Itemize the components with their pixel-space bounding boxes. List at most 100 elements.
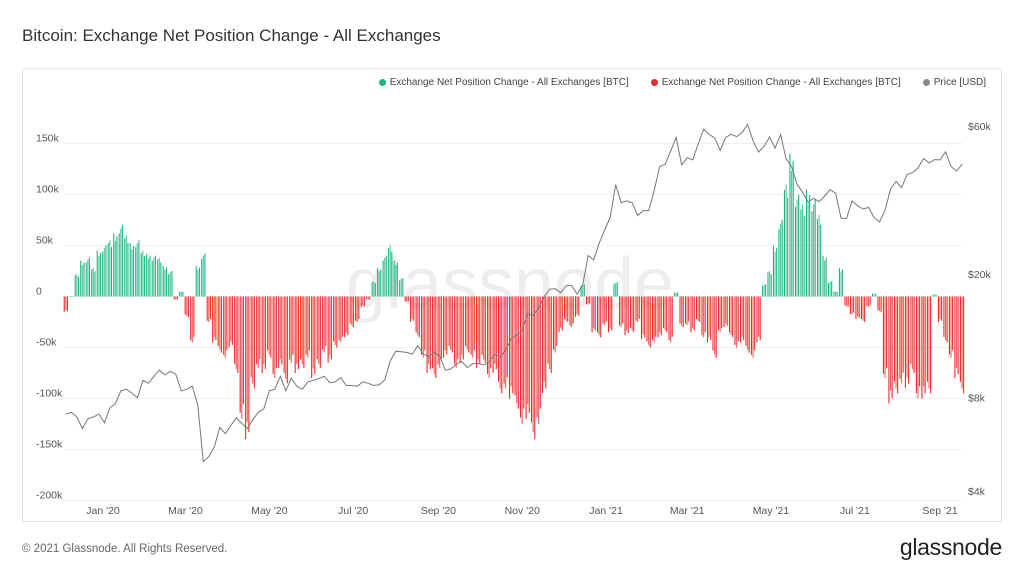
bar-negative xyxy=(413,296,415,321)
bar-negative xyxy=(301,296,303,365)
bar-positive xyxy=(932,294,934,297)
bar-positive xyxy=(197,269,199,297)
bar-positive xyxy=(792,160,794,297)
bar-positive xyxy=(165,267,167,297)
bar-positive xyxy=(107,243,109,297)
bar-negative xyxy=(173,296,175,300)
bar-negative xyxy=(714,296,716,355)
bar-positive xyxy=(88,257,90,297)
bar-positive xyxy=(675,292,677,297)
bar-negative xyxy=(362,296,364,306)
bar-negative xyxy=(439,296,441,368)
bar-positive xyxy=(378,271,380,297)
bar-negative xyxy=(329,296,331,355)
bar-negative xyxy=(631,296,633,331)
bar-negative xyxy=(66,296,68,312)
copyright: © 2021 Glassnode. All Rights Reserved. xyxy=(22,543,228,555)
bar-negative xyxy=(878,296,881,312)
bar-negative xyxy=(479,296,481,365)
green-dot-icon xyxy=(378,79,386,86)
bar-positive xyxy=(802,204,804,297)
bar-negative xyxy=(446,296,448,355)
bar-negative xyxy=(223,296,225,355)
bar-negative xyxy=(602,296,604,324)
bar-positive xyxy=(677,292,679,297)
bar-negative xyxy=(717,296,720,331)
bar-negative xyxy=(922,296,925,387)
bar-negative xyxy=(640,296,643,340)
bar-negative xyxy=(847,296,849,307)
bar-positive xyxy=(582,284,584,297)
bar-negative xyxy=(622,296,624,324)
x-tick-label: Sep '21 xyxy=(922,505,957,517)
bar-negative xyxy=(455,296,457,368)
bar-negative xyxy=(532,296,534,433)
bar-positive xyxy=(129,243,131,297)
bar-negative xyxy=(525,296,527,419)
bar-negative xyxy=(637,296,639,322)
y-left-tick-label: -50k xyxy=(36,337,57,349)
bar-negative xyxy=(653,296,655,343)
legend-item-inflow[interactable]: Exchange Net Position Change - All Excha… xyxy=(378,77,629,88)
legend-item-price[interactable]: Price [USD] xyxy=(922,77,986,88)
bar-negative xyxy=(620,296,622,328)
bar-positive xyxy=(124,238,126,297)
glassnode-logo: glassnode xyxy=(899,534,1002,560)
bar-positive xyxy=(794,206,797,297)
legend-item-outflow[interactable]: Exchange Net Position Change - All Excha… xyxy=(650,77,901,88)
bar-negative xyxy=(498,296,500,382)
bar-negative xyxy=(659,296,661,333)
bar-negative xyxy=(908,296,910,384)
bar-negative xyxy=(626,296,628,331)
bar-negative xyxy=(476,296,478,368)
bar-negative xyxy=(594,296,596,331)
bar-negative xyxy=(274,296,276,379)
bar-negative xyxy=(600,296,602,338)
bar-negative xyxy=(505,296,507,389)
bar-negative xyxy=(855,296,857,319)
bar-negative xyxy=(217,296,219,346)
bar-negative xyxy=(285,296,287,379)
bar-positive xyxy=(800,209,802,297)
bar-negative xyxy=(545,296,547,389)
bar-negative xyxy=(893,296,895,382)
bar-negative xyxy=(360,296,362,307)
bar-negative xyxy=(701,296,703,336)
bar-negative xyxy=(186,296,188,316)
bar-negative xyxy=(237,296,239,373)
bar-negative xyxy=(575,296,577,317)
bar-negative xyxy=(747,296,749,350)
bar-positive xyxy=(76,274,78,297)
bar-negative xyxy=(241,296,243,419)
bar-negative xyxy=(651,296,654,341)
bar-negative xyxy=(356,296,358,322)
bar-negative xyxy=(263,296,265,364)
bar-positive xyxy=(767,272,769,297)
bar-negative xyxy=(587,296,589,305)
bar-negative xyxy=(952,296,954,351)
bar-negative xyxy=(239,296,241,413)
bar-positive xyxy=(871,293,873,297)
bar-negative xyxy=(655,296,657,337)
bar-positive xyxy=(380,269,382,297)
y-right-tick-label: $8k xyxy=(968,393,986,405)
bar-negative xyxy=(726,296,728,326)
bar-negative xyxy=(554,296,556,353)
bar-negative xyxy=(624,296,626,336)
bar-negative xyxy=(289,296,291,360)
bar-positive xyxy=(765,284,767,297)
bar-negative xyxy=(242,296,244,405)
bar-negative xyxy=(844,296,846,306)
bar-negative xyxy=(889,296,892,391)
bar-negative xyxy=(246,296,248,423)
bar-negative xyxy=(607,296,610,333)
bar-negative xyxy=(884,296,886,379)
bar-negative xyxy=(858,296,860,318)
bar-positive xyxy=(125,235,127,297)
bar-positive xyxy=(85,262,87,297)
bar-negative xyxy=(596,296,599,333)
bar-negative xyxy=(184,296,186,315)
x-tick-label: Jul '20 xyxy=(338,505,368,517)
bar-negative xyxy=(477,296,479,360)
bar-negative xyxy=(741,296,743,337)
